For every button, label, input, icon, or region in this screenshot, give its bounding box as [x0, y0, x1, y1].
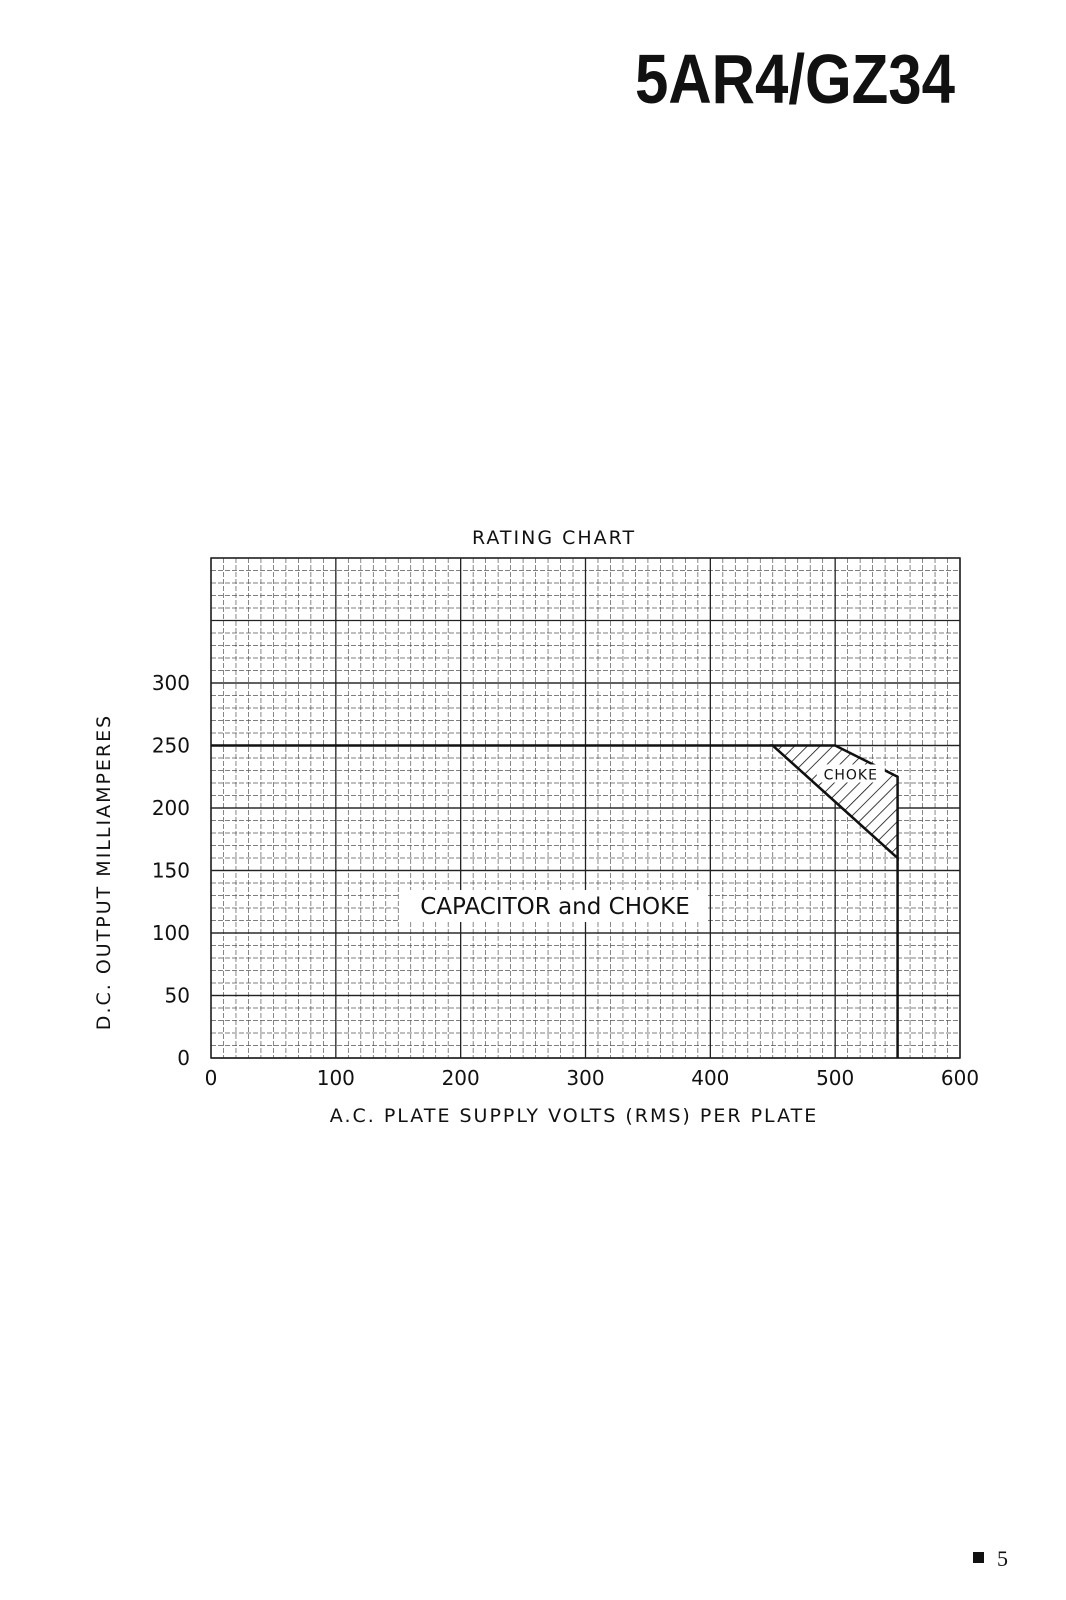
page-title: 5AR4/GZ34 — [635, 40, 955, 118]
y-tick-label: 100 — [152, 921, 190, 945]
page-marker — [973, 1552, 984, 1563]
plot: 0 100 200 300 400 500 600 0 50 100 150 200 250 300 CAP… — [152, 557, 979, 1090]
y-tick-label: 150 — [152, 859, 190, 883]
region-label-bg — [816, 764, 885, 783]
y-tick-label: 300 — [152, 671, 190, 695]
y-axis-label: D.C. OUTPUT MILLIAMPERES — [93, 714, 115, 1030]
x-tick-label: 500 — [816, 1066, 854, 1090]
chart-title: RATING CHART — [472, 527, 636, 549]
y-tick-label: 250 — [152, 734, 190, 758]
page-number: 5 — [997, 1546, 1008, 1571]
x-axis-label: A.C. PLATE SUPPLY VOLTS (RMS) PER PLATE — [330, 1105, 818, 1127]
x-tick-label: 400 — [691, 1066, 729, 1090]
x-tick-label: 600 — [941, 1066, 979, 1090]
x-tick-label: 300 — [566, 1066, 604, 1090]
region-label: CHOKE — [824, 767, 878, 783]
x-tick-label: 200 — [442, 1066, 480, 1090]
y-tick-label: 0 — [177, 1046, 190, 1070]
x-tick-label: 0 — [205, 1066, 218, 1090]
x-tick-label: 100 — [317, 1066, 355, 1090]
y-tick-label: 50 — [165, 984, 190, 1008]
region-label-bg — [400, 890, 706, 922]
region-label: CAPACITOR and CHOKE — [420, 894, 689, 920]
y-tick-label: 200 — [152, 796, 190, 820]
plot-border — [210, 557, 961, 1059]
